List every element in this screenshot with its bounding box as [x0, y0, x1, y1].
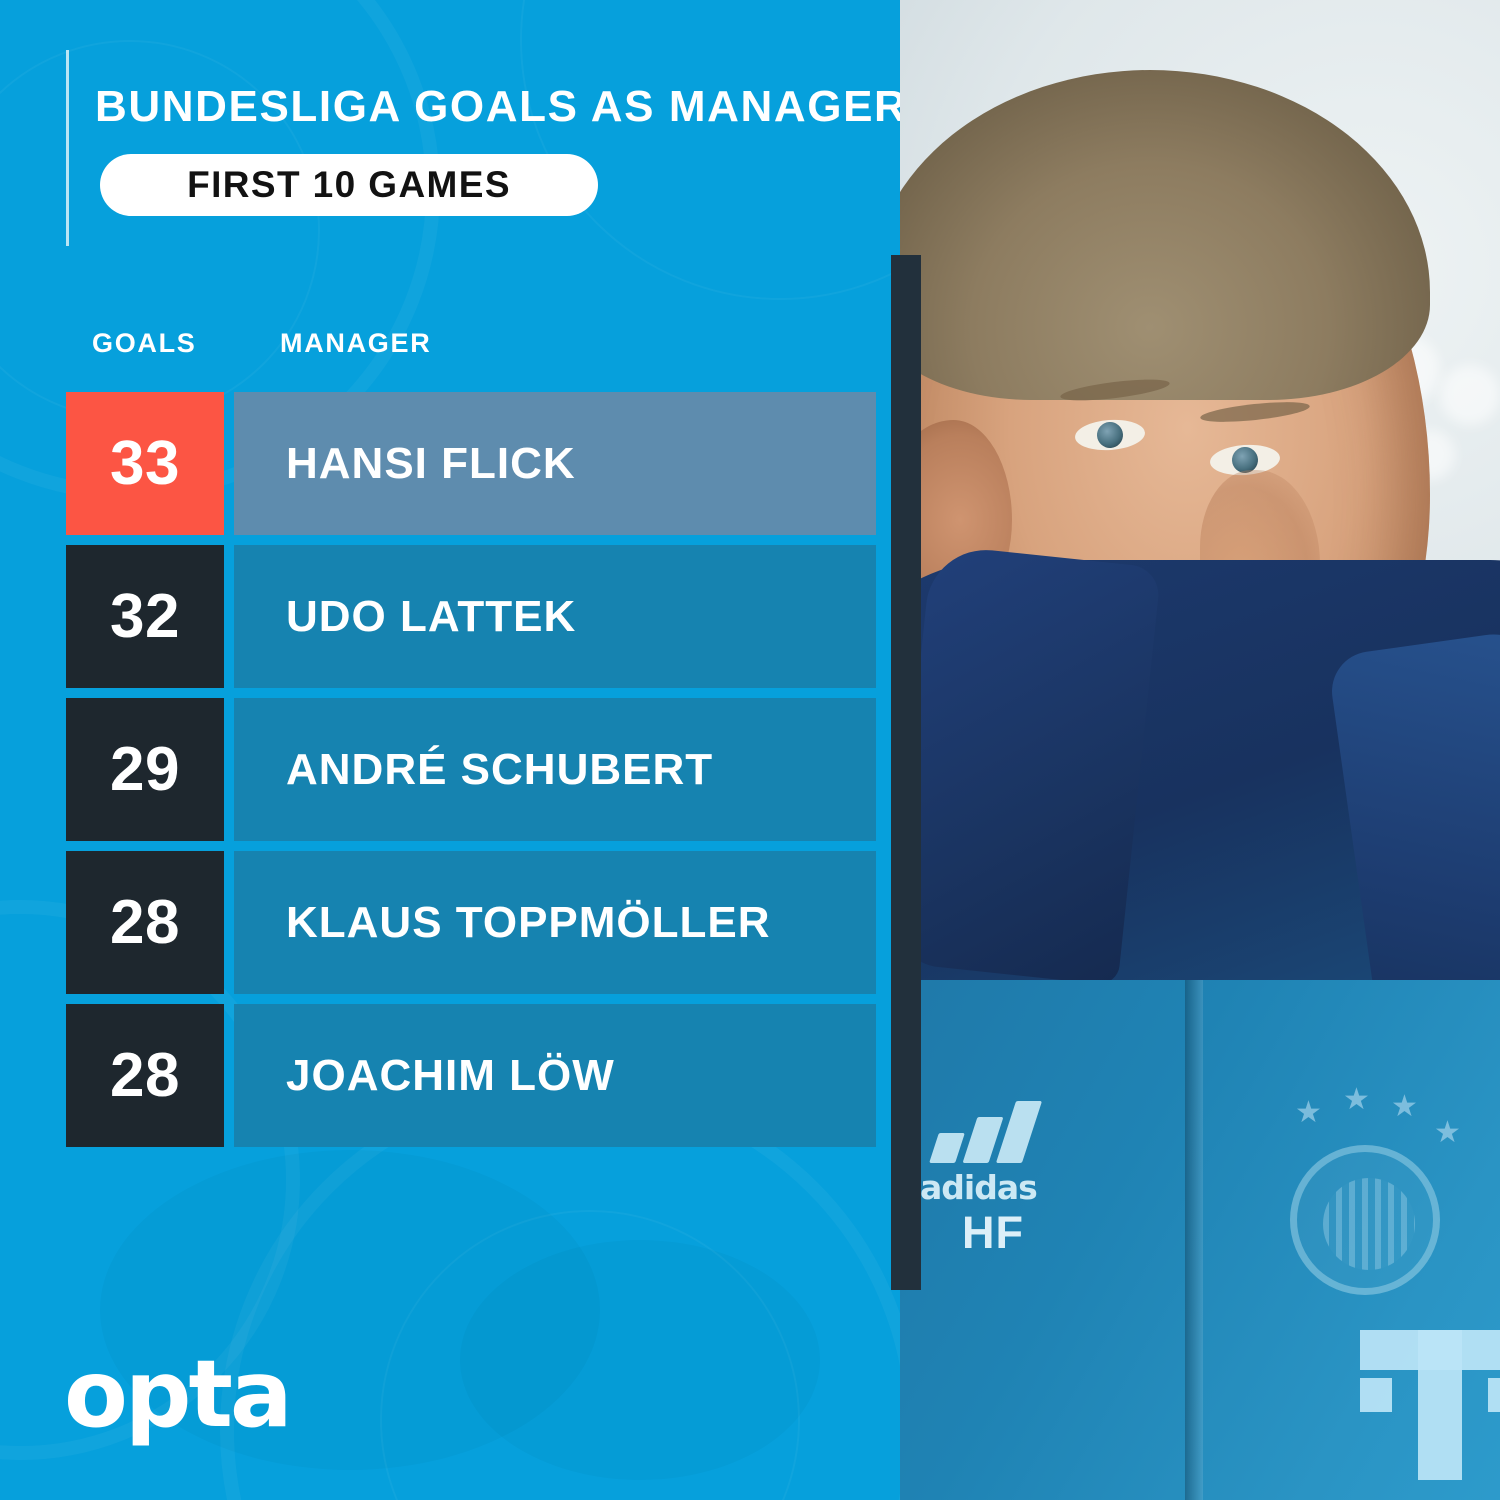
opta-logo: opta: [64, 1340, 293, 1448]
adidas-wordmark: adidas: [920, 1168, 1038, 1207]
ranking-table: 33 HANSI FLICK 32 UDO LATTEK 29 ANDRÉ SC…: [66, 392, 876, 1157]
table-row: 28 JOACHIM LÖW: [66, 1004, 876, 1147]
goals-value: 28: [110, 887, 180, 957]
goals-cell: 32: [66, 545, 224, 688]
goals-value: 33: [110, 428, 180, 498]
goals-value: 29: [110, 734, 180, 804]
goals-cell: 28: [66, 1004, 224, 1147]
fc-bayern-crest-icon: [1290, 1145, 1440, 1295]
subtitle-label: FIRST 10 GAMES: [187, 164, 511, 205]
table-row: 33 HANSI FLICK: [66, 392, 876, 535]
crest-star-icon: ★: [1295, 1096, 1322, 1129]
manager-cell: KLAUS TOPPMÖLLER: [234, 851, 876, 994]
adidas-logo-icon: [929, 1101, 1050, 1163]
table-row: 28 KLAUS TOPPMÖLLER: [66, 851, 876, 994]
crest-inner: [1323, 1178, 1415, 1270]
table-row: 29 ANDRÉ SCHUBERT: [66, 698, 876, 841]
table-row: 32 UDO LATTEK: [66, 545, 876, 688]
goals-cell: 28: [66, 851, 224, 994]
iris: [1096, 421, 1124, 449]
title-accent-line: [66, 50, 69, 246]
jacket-zip: [1185, 980, 1203, 1500]
column-header-goals: GOALS: [92, 328, 197, 358]
manager-photo: adidas HF ★ ★ ★ ★: [900, 0, 1500, 1500]
crest-star-icon: ★: [1391, 1090, 1418, 1123]
manager-name: JOACHIM LÖW: [286, 1050, 615, 1100]
crest-star-icon: ★: [1434, 1116, 1461, 1149]
goals-value: 32: [110, 581, 180, 651]
jacket-collar-left: [900, 544, 1162, 986]
telekom-logo-icon: [1360, 1330, 1500, 1480]
manager-name: UDO LATTEK: [286, 591, 577, 641]
manager-cell: UDO LATTEK: [234, 545, 876, 688]
manager-cell: ANDRÉ SCHUBERT: [234, 698, 876, 841]
manager-name: ANDRÉ SCHUBERT: [286, 744, 714, 794]
manager-cell: JOACHIM LÖW: [234, 1004, 876, 1147]
subtitle-pill: FIRST 10 GAMES: [100, 154, 598, 216]
photo-divider-bar: [891, 255, 921, 1290]
goals-value: 28: [110, 1040, 180, 1110]
page-title: BUNDESLIGA GOALS AS MANAGER: [95, 82, 908, 131]
column-header-manager: MANAGER: [280, 328, 432, 358]
crest-star-icon: ★: [1343, 1083, 1370, 1116]
bokeh-light: [1440, 365, 1500, 425]
goals-cell: 29: [66, 698, 224, 841]
goals-cell: 33: [66, 392, 224, 535]
manager-name: KLAUS TOPPMÖLLER: [286, 897, 771, 947]
stats-panel: BUNDESLIGA GOALS AS MANAGER FIRST 10 GAM…: [64, 50, 908, 1448]
manager-cell: HANSI FLICK: [234, 392, 876, 535]
jacket-initials: HF: [962, 1207, 1024, 1258]
manager-name: HANSI FLICK: [286, 438, 576, 488]
